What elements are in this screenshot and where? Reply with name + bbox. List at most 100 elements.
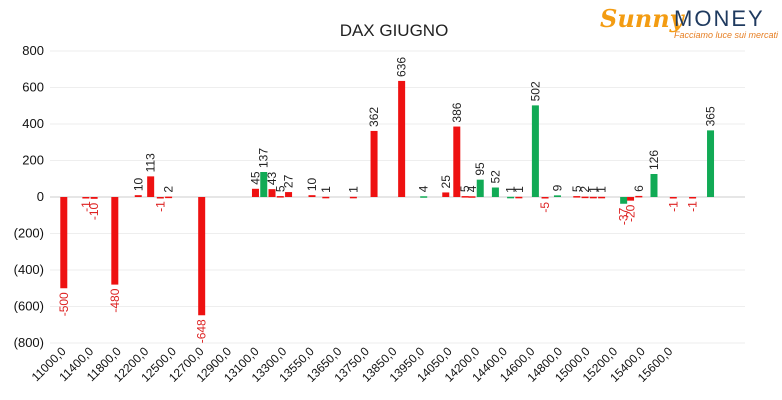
bar (420, 196, 428, 198)
data-label: 2 (578, 186, 592, 193)
bar (553, 195, 561, 197)
y-tick-label: 400 (22, 116, 44, 131)
data-label: 502 (528, 81, 542, 101)
sunny-money-logo: Sunny MONEY Facciamo luce sui mercati (600, 4, 780, 44)
logo-brand-money: MONEY (674, 6, 765, 31)
bar (581, 196, 589, 199)
bar (707, 130, 715, 197)
data-label: 365 (704, 106, 718, 126)
bar (147, 176, 155, 197)
bar (689, 197, 697, 199)
bar (515, 196, 523, 199)
data-label: 386 (450, 102, 464, 122)
bar (476, 179, 484, 197)
bar (349, 196, 357, 199)
bar (322, 196, 330, 199)
data-label: 362 (367, 107, 381, 127)
data-label: 1 (595, 186, 609, 193)
bar (598, 196, 606, 199)
bar (442, 192, 450, 197)
data-label: 5 (458, 185, 472, 192)
data-label: 113 (144, 153, 158, 172)
bar (111, 197, 119, 285)
bar (90, 197, 98, 199)
bar (531, 105, 539, 197)
chart-title: DAX GIUGNO (340, 21, 449, 40)
bar (669, 197, 677, 199)
bar (635, 195, 643, 198)
bar (461, 196, 469, 198)
data-label: 4 (465, 185, 479, 192)
data-label: -480 (108, 288, 122, 312)
data-label: 45 (248, 171, 262, 185)
bar (507, 196, 515, 199)
logo-brand-sunny: Sunny (600, 4, 684, 33)
bar (620, 197, 628, 204)
bar (370, 130, 378, 197)
data-label: 126 (647, 150, 661, 170)
data-label: 52 (488, 170, 502, 184)
data-label: -1 (686, 201, 700, 212)
data-label: 137 (257, 148, 271, 168)
data-label: 10 (305, 178, 319, 192)
data-label: 1 (512, 186, 526, 193)
bar (198, 197, 206, 316)
bar (268, 189, 276, 197)
bar (82, 197, 90, 199)
bar (308, 195, 316, 197)
y-tick-label: 200 (22, 153, 44, 168)
y-tick-label: (200) (14, 226, 44, 241)
bar (156, 197, 164, 199)
data-label: -10 (87, 202, 101, 220)
y-tick-label: (400) (14, 262, 44, 277)
bar-series (60, 80, 715, 316)
bar (541, 197, 549, 199)
data-label: 9 (550, 184, 564, 191)
bar (589, 196, 597, 199)
bar (491, 187, 499, 197)
data-label: -20 (624, 204, 638, 222)
data-label: -500 (57, 292, 71, 316)
bar (276, 196, 284, 198)
bar (260, 171, 268, 197)
data-label: 2 (162, 186, 176, 193)
data-label: 5 (570, 185, 584, 192)
logo-tagline: Facciamo luce sui mercati (674, 30, 779, 40)
x-axis: 11000,011400,011800,012200,012500,012700… (29, 344, 676, 385)
data-label: -5 (538, 202, 552, 213)
data-label: -1 (666, 201, 680, 212)
y-tick-label: (800) (14, 335, 44, 350)
data-label: -648 (195, 319, 209, 343)
bar (627, 197, 635, 201)
data-label: 1 (586, 186, 600, 193)
data-label: 6 (632, 185, 646, 192)
bar (573, 196, 581, 198)
data-label: 4 (417, 185, 431, 192)
y-axis: 800 600 400 200 0 (200) (400) (600) (800) (14, 43, 44, 350)
data-label: 1 (319, 186, 333, 193)
data-label: -37 (617, 207, 631, 225)
data-label: 43 (265, 171, 279, 185)
y-tick-label: (600) (14, 299, 44, 314)
bar (468, 196, 476, 198)
data-label: 1 (346, 186, 360, 193)
bar (60, 197, 68, 289)
bar (398, 80, 406, 197)
data-label: 10 (131, 178, 145, 192)
data-label: 25 (439, 175, 453, 189)
bar (453, 126, 461, 197)
bar (650, 174, 658, 197)
y-tick-label: 600 (22, 80, 44, 95)
data-label: 95 (473, 162, 487, 176)
data-label: 5 (273, 185, 287, 192)
bar (134, 195, 142, 197)
data-label: -1 (153, 201, 167, 212)
y-tick-label: 800 (22, 43, 44, 58)
bar (285, 192, 293, 197)
y-tick-label: 0 (37, 189, 44, 204)
data-label: 1 (504, 186, 518, 193)
bar (251, 188, 259, 197)
data-label: 636 (395, 57, 409, 77)
